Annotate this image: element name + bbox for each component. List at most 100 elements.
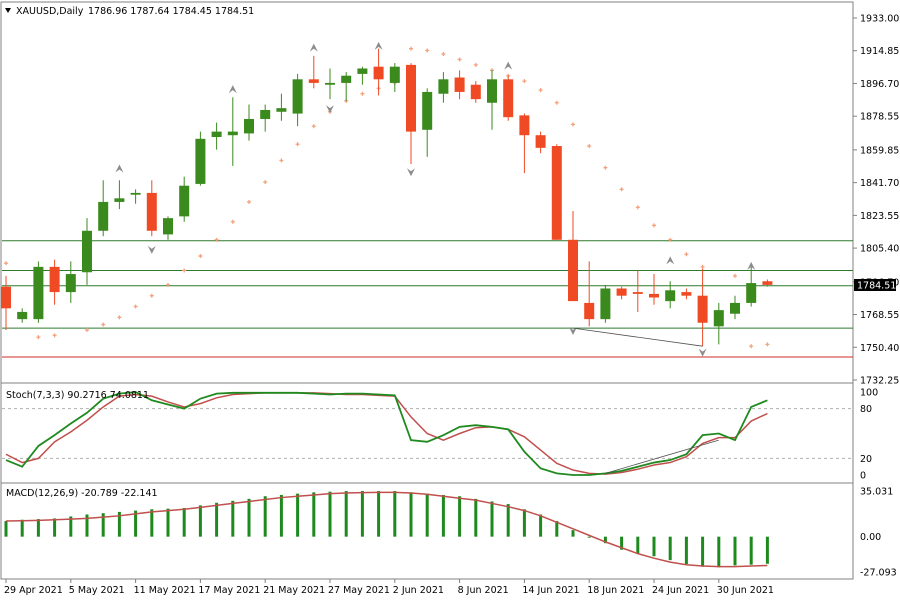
macd-histogram-bar <box>150 509 154 537</box>
price-trendline <box>572 327 703 347</box>
candle <box>535 131 546 154</box>
candle-body <box>163 218 173 235</box>
candle-body <box>292 79 303 114</box>
time-tick-label: 14 Jun 2021 <box>522 585 579 596</box>
sar-dot <box>652 223 656 228</box>
fractal-down-icon <box>569 326 577 335</box>
candle-body <box>114 198 125 202</box>
candle <box>163 216 173 240</box>
sar-dot <box>603 165 608 170</box>
candle <box>665 281 676 309</box>
sar-dot <box>473 62 478 67</box>
candle <box>438 72 449 103</box>
stoch-tick-label: 80 <box>860 404 872 415</box>
fractal-up-icon <box>228 85 237 94</box>
chevron-down-icon[interactable] <box>5 8 11 13</box>
macd-histogram-bar <box>684 536 688 565</box>
candle-body <box>730 302 740 314</box>
candle-body <box>632 292 643 294</box>
macd-histogram-bar <box>636 536 640 554</box>
sar-dot <box>133 304 138 309</box>
candle <box>454 70 465 100</box>
candle <box>114 180 125 210</box>
macd-histogram-bar <box>409 492 413 537</box>
macd-histogram-bar <box>425 493 429 537</box>
candle <box>503 75 514 121</box>
macd-tick-label: -27.093 <box>860 568 897 579</box>
candle-body <box>33 266 44 320</box>
macd-histogram-bar <box>69 516 73 537</box>
candle-body <box>341 75 352 83</box>
sar-dot <box>749 344 754 349</box>
macd-histogram-bar <box>506 504 510 537</box>
candle-body <box>260 109 271 119</box>
macd-histogram-bar <box>312 492 316 537</box>
current-price-label: 1784.51 <box>857 281 896 292</box>
macd-histogram-bar <box>101 513 105 537</box>
macd-histogram-bar <box>571 530 575 537</box>
fractal-up-icon <box>504 61 513 70</box>
candle <box>681 288 692 300</box>
candle <box>632 270 643 312</box>
sar-dot <box>765 342 770 347</box>
macd-signal-line <box>5 491 768 568</box>
fractal-up-icon <box>666 256 675 265</box>
sar-dot <box>635 205 640 210</box>
horizontal-lines[interactable] <box>2 240 853 358</box>
macd-histogram-bar <box>215 502 219 537</box>
price-tick-label: 1914.85 <box>860 46 899 57</box>
time-tick-label: 24 Jun 2021 <box>652 585 709 596</box>
candle <box>130 189 141 204</box>
candle-body <box>600 288 611 320</box>
macd-histogram-bar <box>474 498 478 537</box>
sar-dot <box>198 254 203 259</box>
time-tick-label: 18 Jun 2021 <box>587 585 644 596</box>
macd-histogram-bar <box>490 501 494 537</box>
candle-body <box>422 91 433 130</box>
sar-dot <box>700 264 705 269</box>
fractal-down-icon <box>407 168 415 177</box>
candle-body <box>649 293 659 298</box>
candle-body <box>551 146 562 240</box>
price-tick-label: 1841.70 <box>860 178 899 189</box>
sar-dot <box>230 219 235 224</box>
candle <box>33 261 44 323</box>
macd-histogram-bar <box>231 500 235 537</box>
sar-dot <box>538 88 543 93</box>
macd-histogram-bar <box>393 491 397 537</box>
sar-dot <box>457 57 462 62</box>
macd-histogram-bar <box>717 536 721 568</box>
candle-body <box>244 118 254 134</box>
macd-histogram-bar <box>377 491 381 537</box>
macd-histogram-bar <box>587 536 591 538</box>
stoch-tick-label: 0 <box>860 471 866 482</box>
sar-dot <box>587 144 592 149</box>
candle <box>746 266 757 307</box>
candle-body <box>713 310 724 327</box>
candle-body <box>1 286 11 309</box>
candle <box>600 284 611 323</box>
macd-histogram-bar <box>263 496 267 537</box>
candle <box>292 73 303 127</box>
fractal-up-icon <box>747 261 756 270</box>
candle <box>697 268 708 347</box>
candle-body <box>179 185 190 217</box>
candle <box>325 68 335 100</box>
candle-body <box>470 84 481 100</box>
candle <box>49 259 60 305</box>
macd-panel-frame <box>0 482 854 580</box>
trendlines[interactable] <box>572 327 703 347</box>
macd-label: MACD(12,26,9) -20.789 -22.141 <box>6 488 158 499</box>
candle <box>65 261 76 303</box>
candle-body <box>65 274 76 293</box>
candle-body <box>762 281 773 285</box>
candle-body <box>373 66 384 80</box>
time-tick-label: 27 May 2021 <box>328 585 390 596</box>
candlesticks[interactable] <box>1 48 773 347</box>
price-tick-label: 1896.70 <box>860 79 899 90</box>
price-tick-label: 1805.40 <box>860 244 899 255</box>
fractal-up-icon <box>115 164 124 173</box>
macd-histogram-bar <box>20 519 24 537</box>
candle <box>406 63 416 165</box>
